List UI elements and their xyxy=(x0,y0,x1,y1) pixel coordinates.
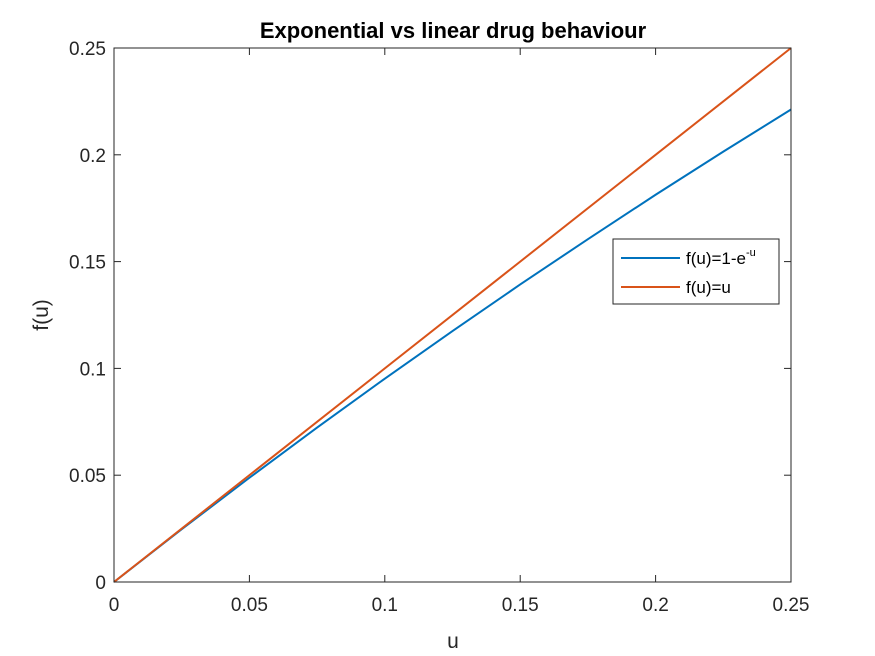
x-tick-label: 0 xyxy=(109,595,120,616)
y-axis-ticks: 0 0.05 0.1 0.15 0.2 0.25 xyxy=(69,39,791,594)
legend-entry-linear: f(u)=u xyxy=(686,278,731,297)
series-layer xyxy=(113,47,792,583)
series-line-1 xyxy=(113,47,792,583)
legend-entry-exponential-label: f(u)=1-e xyxy=(686,249,746,268)
series-line-0 xyxy=(113,108,792,583)
x-axis-ticks: 0 0.05 0.1 0.15 0.2 0.25 xyxy=(109,48,810,616)
legend-box xyxy=(612,238,780,305)
legend-entry-exponential-superscript: -u xyxy=(746,247,756,259)
x-axis-label: u xyxy=(447,630,459,653)
y-axis-label: f(u) xyxy=(30,299,53,331)
x-tick-label: 0.2 xyxy=(642,595,668,616)
legend-entry-exponential: f(u)=1-e-u xyxy=(686,247,756,268)
x-tick-label: 0.1 xyxy=(372,595,398,616)
x-tick-label: 0.15 xyxy=(502,595,539,616)
y-tick-label: 0 xyxy=(95,573,106,594)
chart-title: Exponential vs linear drug behaviour xyxy=(260,18,647,43)
x-tick-label: 0.05 xyxy=(231,595,268,616)
y-tick-label: 0.15 xyxy=(69,253,106,274)
plot-frame xyxy=(113,47,792,583)
legend: f(u)=1-e-u f(u)=u xyxy=(612,238,780,305)
y-tick-label: 0.05 xyxy=(69,466,106,487)
y-tick-label: 0.2 xyxy=(80,146,106,167)
x-tick-label: 0.25 xyxy=(773,595,810,616)
y-tick-label: 0.1 xyxy=(80,359,106,380)
y-tick-label: 0.25 xyxy=(69,39,106,60)
